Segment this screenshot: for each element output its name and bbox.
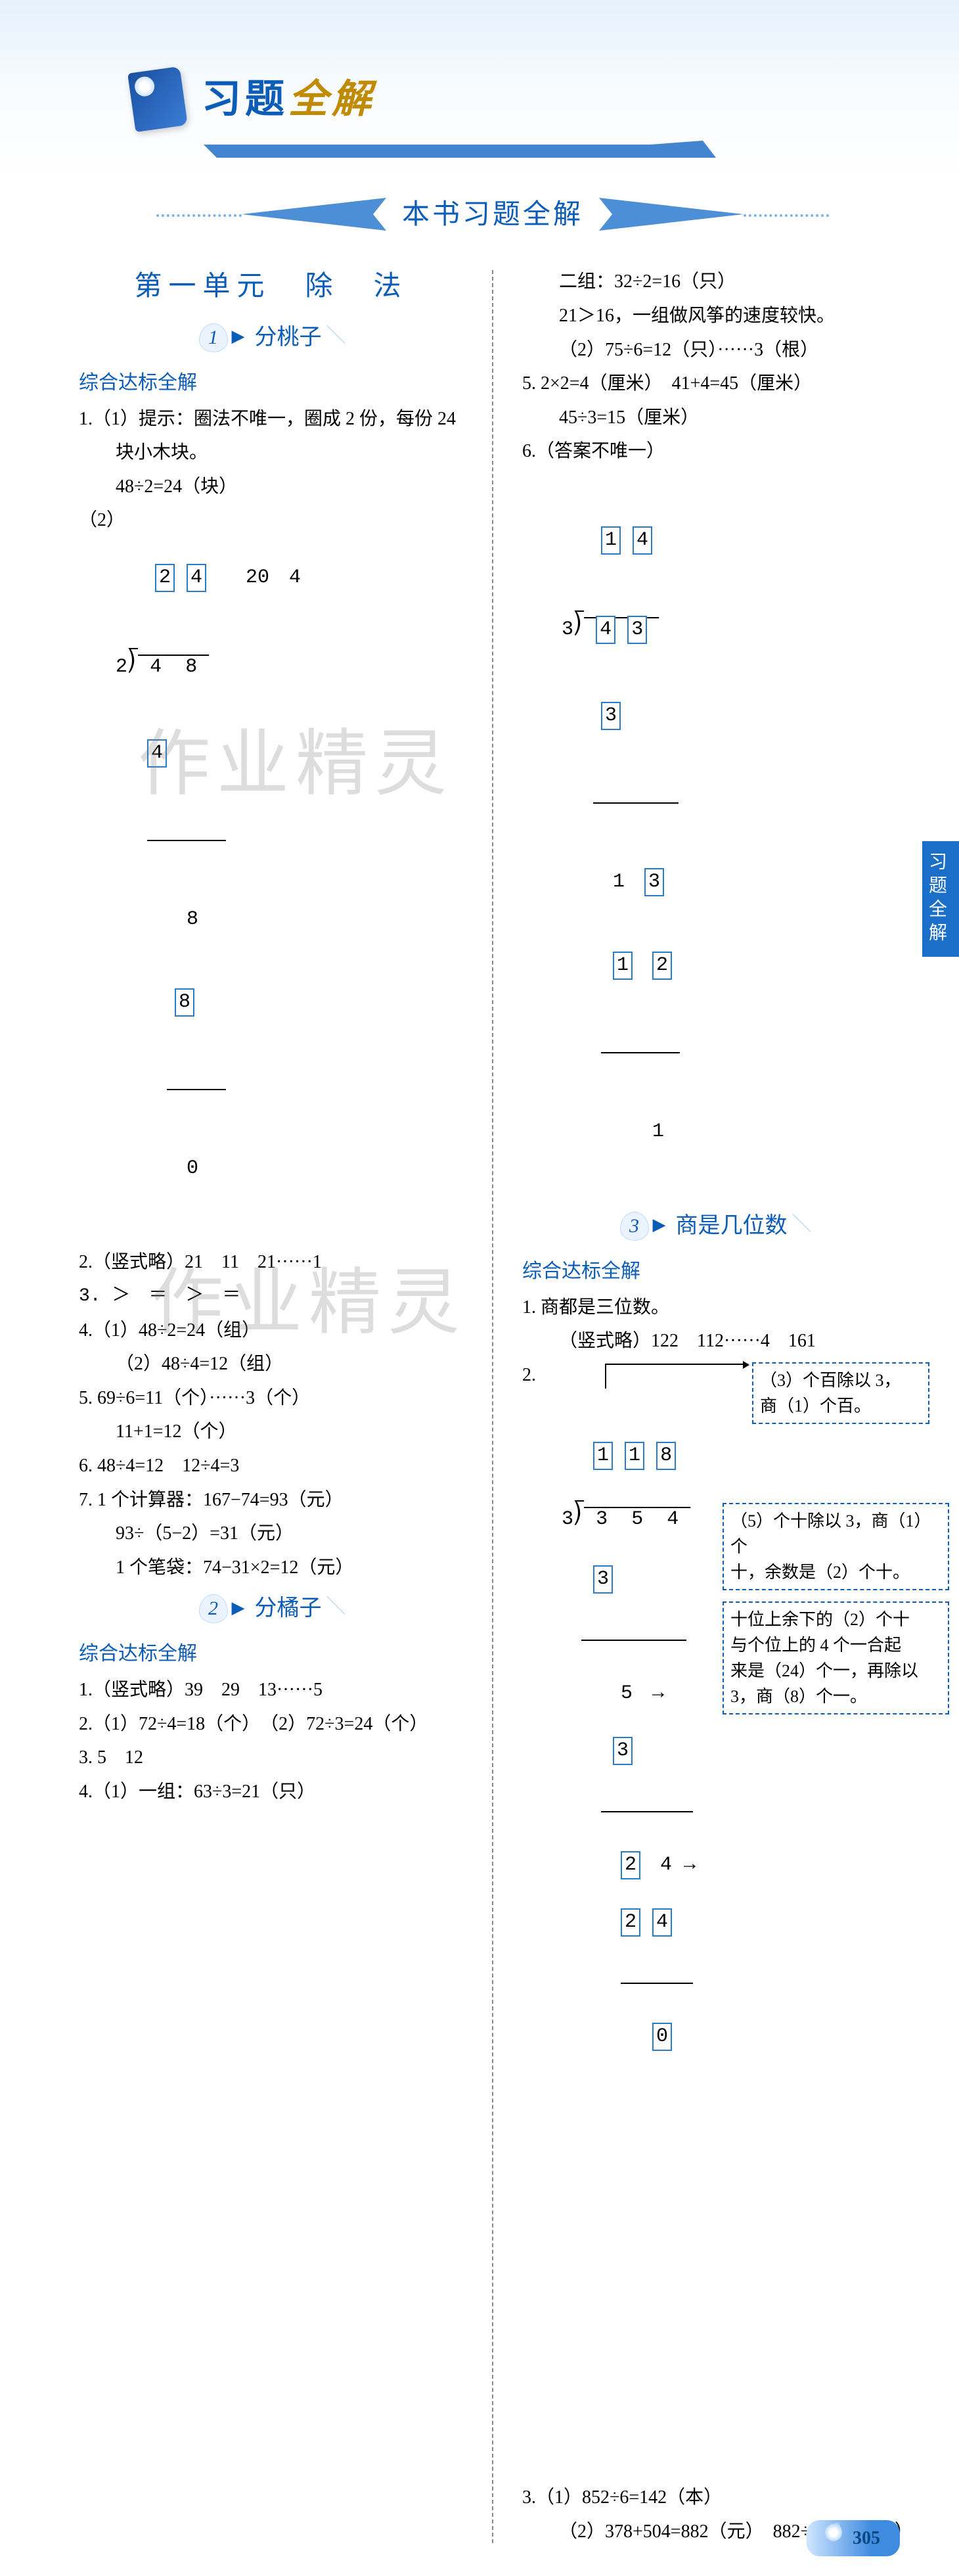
- section-2-head: 2▶ 分橘子 ＼: [79, 1590, 463, 1628]
- sec2-tail: ＼: [326, 1596, 344, 1618]
- section-1-head: 1▶ 分桃子 ＼: [79, 319, 463, 357]
- conn1v: [605, 1364, 606, 1389]
- l-b1: 1.（竖式略）39 29 13······5: [79, 1674, 463, 1706]
- l-b3: 3. 5 12: [79, 1742, 463, 1774]
- side-tab: 习题全解: [922, 841, 959, 957]
- l-q7b: 93÷（5−2）=31（元）: [79, 1518, 463, 1550]
- banner-dots-left: [156, 214, 242, 217]
- l-q6: 6. 48÷4=12 12÷4=3: [79, 1450, 463, 1482]
- title-part-1: 习题: [202, 78, 288, 121]
- sec1-num: 1: [199, 323, 228, 352]
- callout-3: 十位上余下的（2）个十 与个位上的 4 个一合起 来是（24）个一，再除以 3，…: [723, 1601, 949, 1714]
- r-c2-label: 2.: [522, 1360, 548, 2109]
- r-4a: 5. 2×2=4（厘米） 41+4=45（厘米）: [522, 368, 906, 400]
- l-q4a: 4.（1）48÷2=24（组）: [79, 1315, 463, 1346]
- l-q1c: 48÷2=24（块）: [79, 471, 463, 503]
- l-q5b: 11+1=12（个）: [79, 1416, 463, 1448]
- l-q3: 3. ＞ ＝ ＞ ＝: [79, 1281, 463, 1312]
- sec2-num: 2: [199, 1594, 228, 1623]
- banner-shape-right: [599, 198, 744, 231]
- unit-title: 第一单元 除 法: [79, 264, 463, 310]
- r-c1b: （竖式略）122 112······4 161: [522, 1325, 906, 1357]
- banner: 本书习题全解: [79, 191, 906, 237]
- subhead-1: 综合达标全解: [79, 366, 463, 400]
- l-b4: 4.（1）一组：63÷3=21（只）: [79, 1776, 463, 1808]
- l-q4b: （2）48÷4=12（组）: [79, 1348, 463, 1380]
- r-1: 二组：32÷2=16（只）: [522, 266, 906, 298]
- right-column: 二组：32÷2=16（只） 21＞16，一组做风筝的速度较快。 （2）75÷6=…: [509, 264, 906, 2550]
- r-c1: 1. 商都是三位数。: [522, 1292, 906, 1323]
- page-number: 305: [807, 2520, 900, 2557]
- left-column: 第一单元 除 法 1▶ 分桃子 ＼ 综合达标全解 1.（1）提示：圈法不唯一，圈…: [79, 264, 476, 2550]
- l-q1b: 块小木块。: [79, 437, 463, 469]
- header: 习题全解: [79, 66, 906, 158]
- r-c2-row: 2. 1 1 8 3⟌ 3 5 4 3 5 → 3 2 4 → 2 4 0 （3…: [522, 1360, 906, 2109]
- sec1-tail: ＼: [326, 325, 344, 346]
- l-q7a: 7. 1 个计算器：167−74=93（元）: [79, 1484, 463, 1516]
- long-division-3: 1 1 8 3⟌ 3 5 4 3 5 → 3 2 4 → 2 4 0: [562, 1365, 696, 2109]
- sec1-arrow: ▶: [232, 327, 245, 346]
- section-3-head: 3▶ 商是几位数 ＼: [522, 1207, 906, 1245]
- l-q1d-label: （2）: [79, 505, 116, 1244]
- r-4b: 45÷3=15（厘米）: [522, 402, 906, 434]
- main-title: 习题全解: [202, 66, 375, 133]
- r-3: （2）75÷6=12（只）······3（根）: [522, 334, 906, 366]
- sec3-tail: ＼: [792, 1213, 809, 1235]
- l-q5a: 5. 69÷6=11（个）······3（个）: [79, 1383, 463, 1414]
- l-q1d: （2） 2 4 20 4 2⟌ 4 8 4 8 8 0: [79, 505, 463, 1244]
- sec1-title: 分桃子: [255, 319, 322, 357]
- conn1h: [605, 1364, 748, 1365]
- content-columns: 第一单元 除 法 1▶ 分桃子 ＼ 综合达标全解 1.（1）提示：圈法不唯一，圈…: [79, 264, 906, 2550]
- callout-1: （3）个百除以 3， 商（1）个百。: [752, 1362, 929, 1424]
- sec3-title: 商是几位数: [676, 1207, 788, 1245]
- banner-dots-right: [744, 214, 829, 217]
- sec2-arrow: ▶: [232, 1598, 245, 1617]
- callout-2: （5）个十除以 3，商（1）个 十，余数是（2）个十。: [723, 1503, 949, 1590]
- r-5: 6.（答案不唯一）: [522, 436, 906, 467]
- sec3-num: 3: [620, 1212, 649, 1241]
- l-q7c: 1 个笔袋：74−31×2=12（元）: [79, 1552, 463, 1584]
- r-d1: 3.（1）852÷6=142（本）: [522, 2482, 906, 2514]
- subhead-2: 综合达标全解: [79, 1637, 463, 1670]
- long-division-1: 2 4 20 4 2⟌ 4 8 4 8 8 0: [116, 509, 301, 1237]
- long-division-2: 1 4 3⟌ 4 3 3 1 3 1 2 1: [562, 471, 906, 1201]
- banner-shape-left: [242, 198, 386, 231]
- banner-text: 本书习题全解: [393, 198, 592, 229]
- l-q2: 2.（竖式略）21 11 21······1: [79, 1247, 463, 1278]
- r-2: 21＞16，一组做风筝的速度较快。: [522, 300, 906, 332]
- title-part-2: 全解: [288, 78, 375, 121]
- title-underline: [204, 138, 716, 158]
- q2-division-wrap: 1 1 8 3⟌ 3 5 4 3 5 → 3 2 4 → 2 4 0 （3）个百…: [548, 1365, 696, 2109]
- book-icon: [127, 66, 188, 132]
- l-b2: 2.（1）72÷4=18（个） （2）72÷3=24（个）: [79, 1709, 463, 1740]
- column-divider: [492, 270, 493, 2543]
- sec2-title: 分橘子: [255, 1590, 322, 1628]
- subhead-3: 综合达标全解: [522, 1254, 906, 1288]
- page-footer: 305: [807, 2520, 900, 2557]
- sec3-arrow: ▶: [653, 1215, 666, 1234]
- l-q1a: 1.（1）提示：圈法不唯一，圈成 2 份，每份 24: [79, 403, 463, 435]
